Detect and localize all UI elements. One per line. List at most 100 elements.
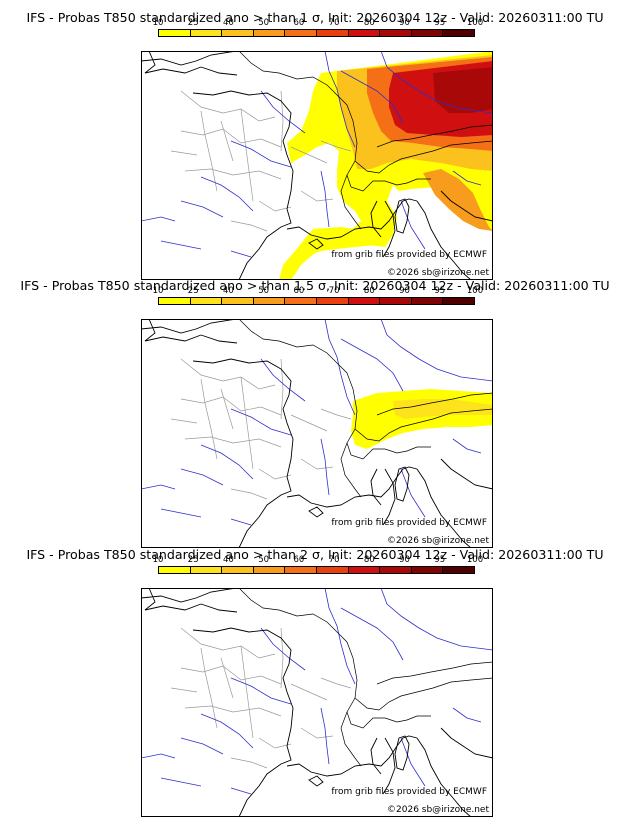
- panel-title: IFS - Probas T850 standardized ano > tha…: [20, 278, 610, 293]
- scale-tick-label: 90: [399, 18, 410, 28]
- map-background: [141, 319, 493, 548]
- scale-color-swatch: [411, 298, 444, 304]
- probability-shading: [279, 227, 385, 280]
- scale-color-swatch: [411, 567, 444, 573]
- probability-shading: [433, 67, 493, 113]
- admin-boundaries: [170, 358, 352, 500]
- probability-shading: [393, 399, 493, 419]
- island-corsica: [394, 735, 410, 771]
- scale-color-swatch: [253, 30, 286, 36]
- scale-color-swatch: [348, 30, 381, 36]
- scale-tick-label: 40: [223, 286, 234, 296]
- admin-boundaries: [170, 627, 352, 769]
- panel-title: IFS - Probas T850 standardized ano > tha…: [26, 10, 604, 25]
- scale-tick-label: 95: [434, 286, 446, 296]
- grib-credit: from grib files provided by ECMWF: [331, 518, 487, 528]
- island-balearic: [308, 238, 324, 250]
- admin-boundaries: [170, 90, 352, 232]
- probability-scale: 10 25 40 50 60 70 80 90 95 100: [153, 18, 483, 39]
- rivers: [141, 51, 493, 258]
- island-corsica: [394, 466, 410, 502]
- scale-tick-label: 95: [434, 555, 446, 565]
- scale-tick-label: 50: [258, 286, 270, 296]
- scale-color-swatch: [443, 298, 474, 304]
- scale-color-swatch: [380, 30, 412, 36]
- scale-tick-label: 100: [466, 18, 484, 28]
- scale-tick-label: 70: [328, 286, 340, 296]
- scale-color-swatch: [443, 30, 474, 36]
- copyright-notice: ©2026 sb@irizone.net: [387, 536, 489, 546]
- coastline: [141, 588, 493, 817]
- scale-tick-label: 60: [293, 18, 305, 28]
- rivers: [141, 588, 493, 795]
- scale-tick-label: 70: [328, 555, 340, 565]
- coastline: [141, 51, 493, 280]
- scale-color-swatch: [253, 298, 286, 304]
- scale-tick-label: 90: [399, 555, 410, 565]
- scale-color-swatch: [190, 298, 223, 304]
- country-borders: [238, 51, 493, 230]
- map-panel-2sigma: IFS - Probas T850 standardized ano > tha…: [0, 541, 630, 817]
- scale-tick-label: 25: [187, 286, 199, 296]
- scale-color-swatch: [348, 567, 381, 573]
- scale-color-swatch: [253, 567, 286, 573]
- scale-tick-label: 25: [187, 555, 199, 565]
- map-panel-1sigma: IFS - Probas T850 standardized ano > tha…: [0, 4, 630, 280]
- forecast-map: from grib files provided by ECMWF ©2026 …: [141, 51, 493, 280]
- country-borders: [238, 319, 493, 498]
- scale-tick-label: 25: [187, 18, 199, 28]
- scale-color-swatch: [443, 567, 474, 573]
- scale-tick-label: 60: [293, 286, 305, 296]
- scale-color-swatch: [159, 567, 191, 573]
- scale-color-swatch: [285, 30, 317, 36]
- scale-bar: [158, 297, 475, 305]
- probability-scale: 10 25 40 50 60 70 80 90 95 100: [153, 555, 484, 576]
- forecast-map: from grib files provided by ECMWF ©2026 …: [141, 319, 493, 548]
- scale-color-swatch: [222, 567, 254, 573]
- scale-color-swatch: [348, 298, 381, 304]
- scale-tick-label: 80: [363, 555, 375, 565]
- scale-tick-label: 40: [223, 555, 234, 565]
- scale-bar: [158, 566, 475, 574]
- scale-ticks: 10 25 40 50 60 70 80 90 95 100: [153, 555, 484, 566]
- scale-color-swatch: [159, 298, 191, 304]
- scale-tick-label: 95: [434, 18, 446, 28]
- scale-tick-label: 50: [258, 555, 270, 565]
- map-frame: [141, 51, 493, 280]
- scale-color-swatch: [190, 30, 223, 36]
- probability-scale: 10 25 40 50 60 70 80 90 95 100: [153, 286, 484, 307]
- map-canvas: [141, 588, 493, 817]
- coastline: [141, 319, 493, 548]
- scale-tick-label: 80: [363, 18, 375, 28]
- scale-color-swatch: [316, 30, 349, 36]
- scale-tick-label: 10: [152, 555, 164, 565]
- scale-color-swatch: [285, 567, 317, 573]
- scale-tick-label: 10: [152, 18, 164, 28]
- scale-color-swatch: [411, 30, 444, 36]
- rivers: [141, 319, 493, 526]
- scale-color-swatch: [159, 30, 191, 36]
- scale-tick-label: 10: [152, 286, 164, 296]
- probability-shading: [423, 169, 493, 231]
- scale-color-swatch: [285, 298, 317, 304]
- scale-tick-label: 100: [466, 286, 484, 296]
- map-canvas: [141, 51, 493, 280]
- panel-title: IFS - Probas T850 standardized ano > tha…: [26, 547, 604, 562]
- map-panel-1-5sigma: IFS - Probas T850 standardized ano > tha…: [0, 272, 630, 548]
- scale-tick-label: 80: [363, 286, 375, 296]
- scale-color-swatch: [222, 298, 254, 304]
- scale-tick-label: 50: [258, 18, 270, 28]
- scale-tick-label: 40: [223, 18, 234, 28]
- map-background: [141, 588, 493, 817]
- island-balearic: [308, 775, 324, 787]
- scale-color-swatch: [316, 567, 349, 573]
- forecast-map: from grib files provided by ECMWF ©2026 …: [141, 588, 493, 817]
- map-canvas: [141, 319, 493, 548]
- scale-color-swatch: [316, 298, 349, 304]
- scale-tick-label: 100: [466, 555, 484, 565]
- grib-credit: from grib files provided by ECMWF: [331, 787, 487, 797]
- scale-tick-label: 70: [328, 18, 340, 28]
- scale-ticks: 10 25 40 50 60 70 80 90 95 100: [153, 286, 484, 297]
- grib-credit: from grib files provided by ECMWF: [331, 250, 487, 260]
- scale-color-swatch: [222, 30, 254, 36]
